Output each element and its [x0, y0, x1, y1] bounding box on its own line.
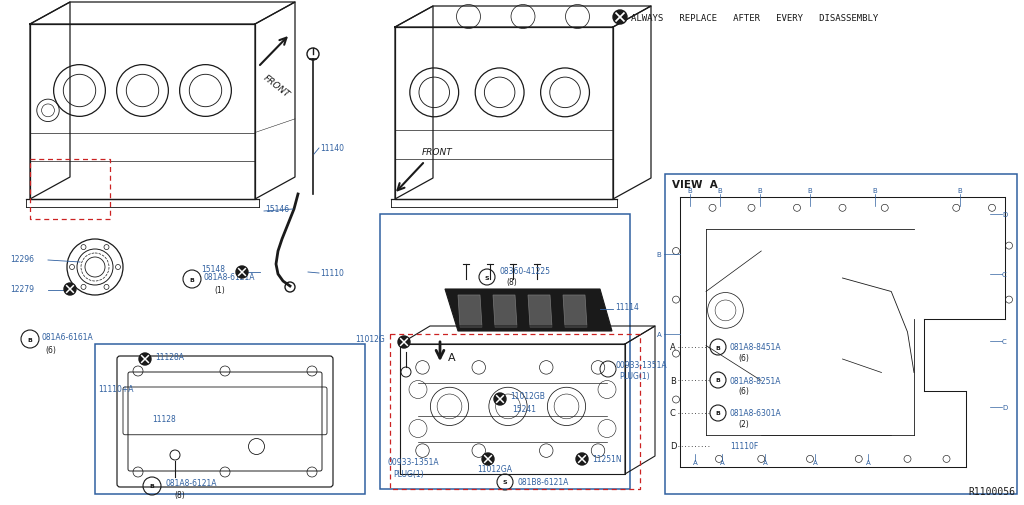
Text: B: B — [189, 277, 195, 282]
Text: 081A8-6121A: 081A8-6121A — [165, 479, 216, 487]
Text: D: D — [1002, 212, 1008, 218]
Text: B: B — [872, 188, 878, 193]
Text: 00933-1351A: 00933-1351A — [615, 360, 667, 369]
Text: B: B — [758, 188, 763, 193]
Text: A: A — [656, 331, 662, 337]
Text: PLUG(1): PLUG(1) — [393, 470, 424, 479]
Circle shape — [139, 354, 151, 365]
Text: B: B — [808, 188, 812, 193]
Text: B: B — [28, 337, 33, 342]
Text: 081A6-6161A: 081A6-6161A — [42, 332, 94, 341]
Text: C: C — [670, 409, 676, 418]
Text: (6): (6) — [738, 354, 749, 363]
Text: (8): (8) — [506, 278, 517, 287]
Circle shape — [398, 336, 410, 348]
Text: 15146: 15146 — [265, 205, 289, 214]
Circle shape — [494, 393, 506, 405]
Text: A: A — [692, 459, 697, 465]
Text: (2): (2) — [738, 420, 749, 429]
Text: S: S — [484, 275, 489, 280]
Text: PLUG(1): PLUG(1) — [618, 372, 649, 381]
Text: B: B — [957, 188, 963, 193]
Polygon shape — [445, 289, 612, 331]
Text: 11012GB: 11012GB — [510, 392, 545, 400]
Text: B: B — [688, 188, 692, 193]
Circle shape — [613, 11, 627, 25]
Polygon shape — [493, 295, 517, 327]
Text: 081A8-6121A: 081A8-6121A — [204, 272, 256, 281]
Text: C: C — [1002, 272, 1007, 277]
Text: 081A8-6301A: 081A8-6301A — [730, 409, 781, 418]
Bar — [665, 175, 1017, 494]
Bar — [95, 344, 365, 494]
Text: A: A — [813, 459, 817, 465]
Circle shape — [482, 453, 494, 465]
Text: A: A — [670, 343, 676, 352]
Text: B: B — [656, 251, 662, 258]
Text: A: A — [449, 352, 456, 362]
Text: A: A — [720, 459, 724, 465]
Text: D: D — [1002, 404, 1008, 410]
Text: A: A — [763, 459, 767, 465]
Text: FRONT: FRONT — [422, 147, 453, 157]
Text: 11110: 11110 — [319, 268, 344, 277]
Text: 12279: 12279 — [10, 285, 34, 294]
Text: VIEW  A: VIEW A — [672, 180, 718, 189]
Text: 11114: 11114 — [615, 303, 639, 312]
Text: 11251N: 11251N — [592, 454, 622, 464]
Circle shape — [575, 453, 588, 465]
Circle shape — [236, 267, 248, 278]
Text: (6): (6) — [738, 387, 749, 396]
Text: B: B — [150, 484, 155, 488]
Text: 11012GA: 11012GA — [477, 465, 512, 474]
Polygon shape — [528, 295, 552, 327]
Text: 11128: 11128 — [152, 415, 176, 424]
Text: S: S — [503, 480, 507, 484]
Polygon shape — [563, 295, 587, 327]
Text: 08360-41225: 08360-41225 — [500, 267, 551, 276]
Text: 081A8-8251A: 081A8-8251A — [730, 376, 781, 385]
Text: B: B — [716, 378, 721, 383]
Text: 11128A: 11128A — [155, 352, 184, 361]
Circle shape — [63, 283, 76, 295]
Text: 15241: 15241 — [512, 405, 536, 414]
Text: 00933-1351A: 00933-1351A — [388, 458, 439, 467]
Text: 11110F: 11110F — [730, 442, 758, 450]
Text: (8): (8) — [174, 490, 184, 499]
Text: 081A8-8451A: 081A8-8451A — [730, 343, 781, 352]
Polygon shape — [458, 295, 482, 327]
Text: B: B — [718, 188, 722, 193]
Bar — [380, 215, 630, 489]
Text: 11140: 11140 — [319, 143, 344, 152]
Text: 12296: 12296 — [10, 255, 34, 264]
Text: B: B — [716, 345, 721, 350]
Text: 15148: 15148 — [201, 265, 225, 274]
Text: B: B — [670, 376, 676, 385]
Text: D: D — [670, 442, 677, 450]
Text: 11012G: 11012G — [355, 335, 385, 344]
Text: FRONT: FRONT — [262, 73, 292, 99]
Text: (6): (6) — [45, 345, 56, 354]
Text: B: B — [716, 411, 721, 416]
Text: R1100056: R1100056 — [968, 486, 1015, 496]
Text: 081B8-6121A: 081B8-6121A — [517, 478, 568, 486]
Text: 11110+A: 11110+A — [98, 385, 133, 394]
Text: A: A — [865, 459, 870, 465]
Text: ALWAYS   REPLACE   AFTER   EVERY   DISASSEMBLY: ALWAYS REPLACE AFTER EVERY DISASSEMBLY — [631, 14, 879, 22]
Text: C: C — [1002, 338, 1007, 344]
Text: (1): (1) — [214, 285, 224, 294]
